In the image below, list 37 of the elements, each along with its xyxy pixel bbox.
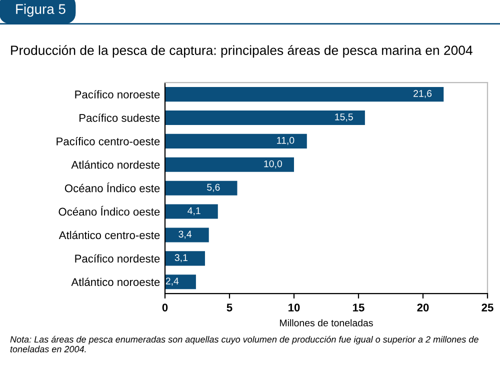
bar	[165, 274, 196, 290]
chart-title: Producción de la pesca de captura: principales áreas de pesca marina en 2004	[11, 45, 472, 58]
y-tick-label: Océano Índico este	[64, 182, 160, 192]
bar	[165, 228, 209, 242]
y-tick-label: Pacífico nordeste	[75, 254, 160, 263]
x-tick-label: 25	[482, 304, 494, 312]
data-label: 10,0	[264, 160, 282, 168]
text: Nota: Las áreas de pesca enumeradas son aquellas cuyo volumen de producción fue igual o superior a 2 millones de toneladas en 2004.	[10, 336, 478, 352]
y-tick-label: Océano Índico oeste	[58, 206, 160, 216]
bar	[165, 87, 444, 102]
bar	[165, 251, 205, 266]
data-label: 5,6	[207, 184, 220, 192]
y-tick-label: Pacífico sudeste	[80, 114, 160, 122]
y-tick-label: Atlántico nordeste	[71, 160, 160, 169]
bar	[165, 110, 365, 126]
x-tick-label: 10	[288, 304, 300, 312]
x-tick-label: 15	[353, 304, 364, 312]
x-tick-label: 0	[162, 304, 168, 312]
data-label: 3,1	[174, 254, 188, 262]
bar	[165, 157, 294, 172]
bar	[165, 204, 218, 219]
data-label: 15,5	[335, 114, 353, 122]
data-label: 11,0	[277, 136, 294, 145]
data-label: 3,4	[178, 230, 192, 239]
y-tick-label: Atlántico centro-este	[58, 230, 160, 240]
x-tick-label: 20	[417, 304, 429, 312]
x-tick-label: 5	[226, 304, 232, 312]
data-label: 4,1	[188, 207, 200, 216]
y-tick-label: Atlántico noroeste	[71, 278, 160, 286]
data-label: 21,6	[414, 90, 432, 98]
text: Figura 5	[16, 4, 66, 17]
bar	[165, 134, 307, 148]
data-label: 2,4	[166, 278, 179, 286]
y-tick-label: Pacífico centro-oeste	[56, 137, 160, 146]
x-axis-title: Millones de toneladas	[280, 319, 373, 326]
y-tick-label: Pacífico noroeste	[75, 90, 160, 98]
bar	[165, 180, 238, 196]
